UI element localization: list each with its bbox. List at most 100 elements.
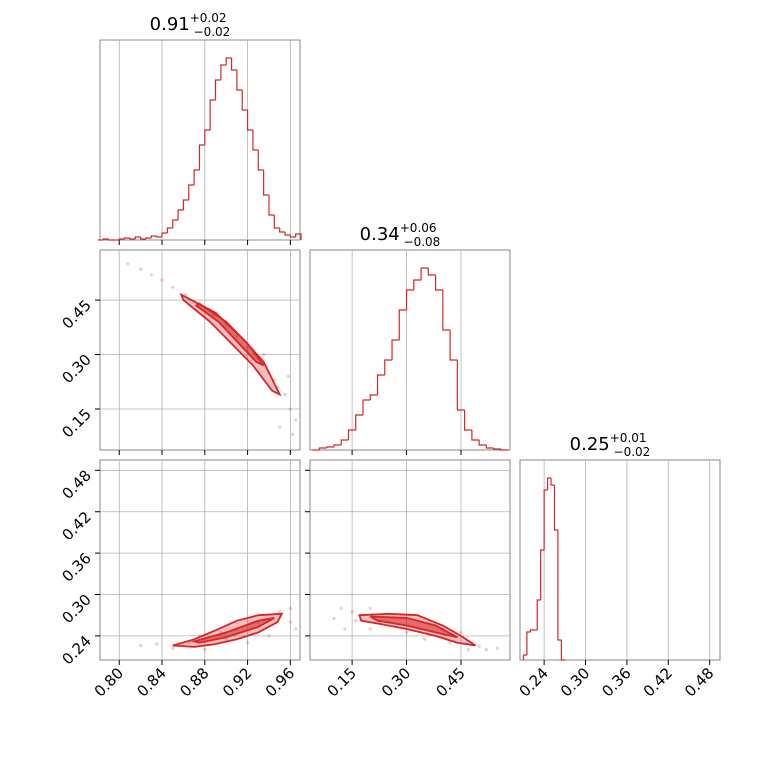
x-tick-label: 0.15 [324,664,360,700]
hist-step [560,640,565,661]
sample-point [286,374,290,378]
panel: 0.15 0.30 0.45 [305,459,511,700]
hist-step [209,99,216,130]
hist-step [355,414,363,430]
x-tick-label: 0.24 [516,664,552,700]
sample-point [155,642,159,646]
x-tick-label: 0.45 [432,664,468,700]
sample-point [495,646,499,650]
sample-point [368,606,372,610]
contour [194,302,265,367]
contour [190,617,275,644]
hist-step [289,235,296,238]
hist-step [362,399,371,415]
hist-step [384,359,393,375]
y-tick-label: 0.24 [58,632,94,668]
panel: 0.34+0.06 −0.08 [309,221,511,455]
hist-step [177,209,184,220]
hist-step [252,130,259,151]
x-tick-label: 0.92 [219,664,255,700]
sample-point [477,644,481,648]
sample-point [278,425,282,429]
hist-step [123,237,130,239]
panel-frame [309,249,511,451]
panel: 0.80 0.84 0.88 0.92 0.96 0.24 0.30 0.36 0.42 0.48 [58,459,301,700]
sample-point [267,634,271,638]
hist-step [295,233,302,240]
sample-point [262,352,266,357]
hist-step [204,129,211,145]
sample-point [466,648,470,652]
hist-step [478,440,487,446]
hist-step [134,236,141,239]
sample-point [404,630,409,635]
sample-point [139,643,143,648]
y-tick-label: 0.36 [58,549,94,585]
hist-step [500,449,509,451]
hist-step [553,485,558,531]
hist-step [347,429,356,440]
panel: 0.24 0.30 0.36 0.42 0.48 0.25+0.01 −0.02 [516,431,721,700]
hist-step [118,238,125,240]
sample-point [149,273,153,277]
hist-step [550,478,555,486]
panel-title: 0.34+0.06 −0.08 [360,221,441,249]
panel: 0.15 0.30 0.45 [58,249,301,455]
hist-step [236,70,243,91]
hist-step [263,170,269,196]
hist-step [405,289,414,310]
hist-step [156,236,163,238]
panel-frame [519,459,721,661]
sample-point [160,278,164,282]
title-value: 0.34 [360,224,400,245]
hist-step [161,232,168,237]
hist-step [214,79,221,100]
hist-step [225,57,232,65]
hist-step [333,444,342,447]
y-tick-label: 0.15 [58,405,94,441]
hist-step [188,184,195,200]
sample-point [171,646,175,650]
y-tick-label: 0.30 [58,591,94,627]
title-minus: −0.08 [404,235,441,249]
x-tick-label: 0.84 [134,664,170,700]
panel-frame [99,39,301,241]
hist-step [391,339,400,360]
sample-point [448,641,452,645]
hist-step [543,489,548,550]
sample-point [224,637,228,641]
x-tick-label: 0.30 [378,664,414,700]
hist-step [546,477,552,490]
hist-step [529,629,534,632]
hist-step [246,110,253,131]
hist-step [522,654,527,660]
sample-point [294,418,298,422]
hist-step [340,439,349,445]
sample-point [183,293,188,297]
sample-point [126,262,130,266]
sample-point [343,627,347,631]
hist-step [241,90,248,111]
title-plus: +0.06 [400,221,437,235]
sample-point [332,617,336,621]
hist-step [172,219,179,228]
x-tick-label: 0.96 [262,664,298,700]
x-tick-label: 0.88 [176,664,212,700]
hist-step [536,599,541,630]
hist-step [220,64,227,80]
y-tick-label: 0.45 [58,296,94,332]
hist-step [268,195,275,216]
sample-point [354,619,358,623]
hist-step [140,237,146,240]
hist-step [284,232,291,236]
hist-step [442,290,451,331]
hist-step [413,279,422,290]
hist-step [318,447,327,450]
hist-step [182,199,189,210]
hist-step [464,410,472,431]
x-tick-label: 0.30 [557,664,593,700]
title-value: 0.91 [150,14,190,35]
sample-point [288,606,292,610]
title-plus: +0.02 [190,11,227,25]
